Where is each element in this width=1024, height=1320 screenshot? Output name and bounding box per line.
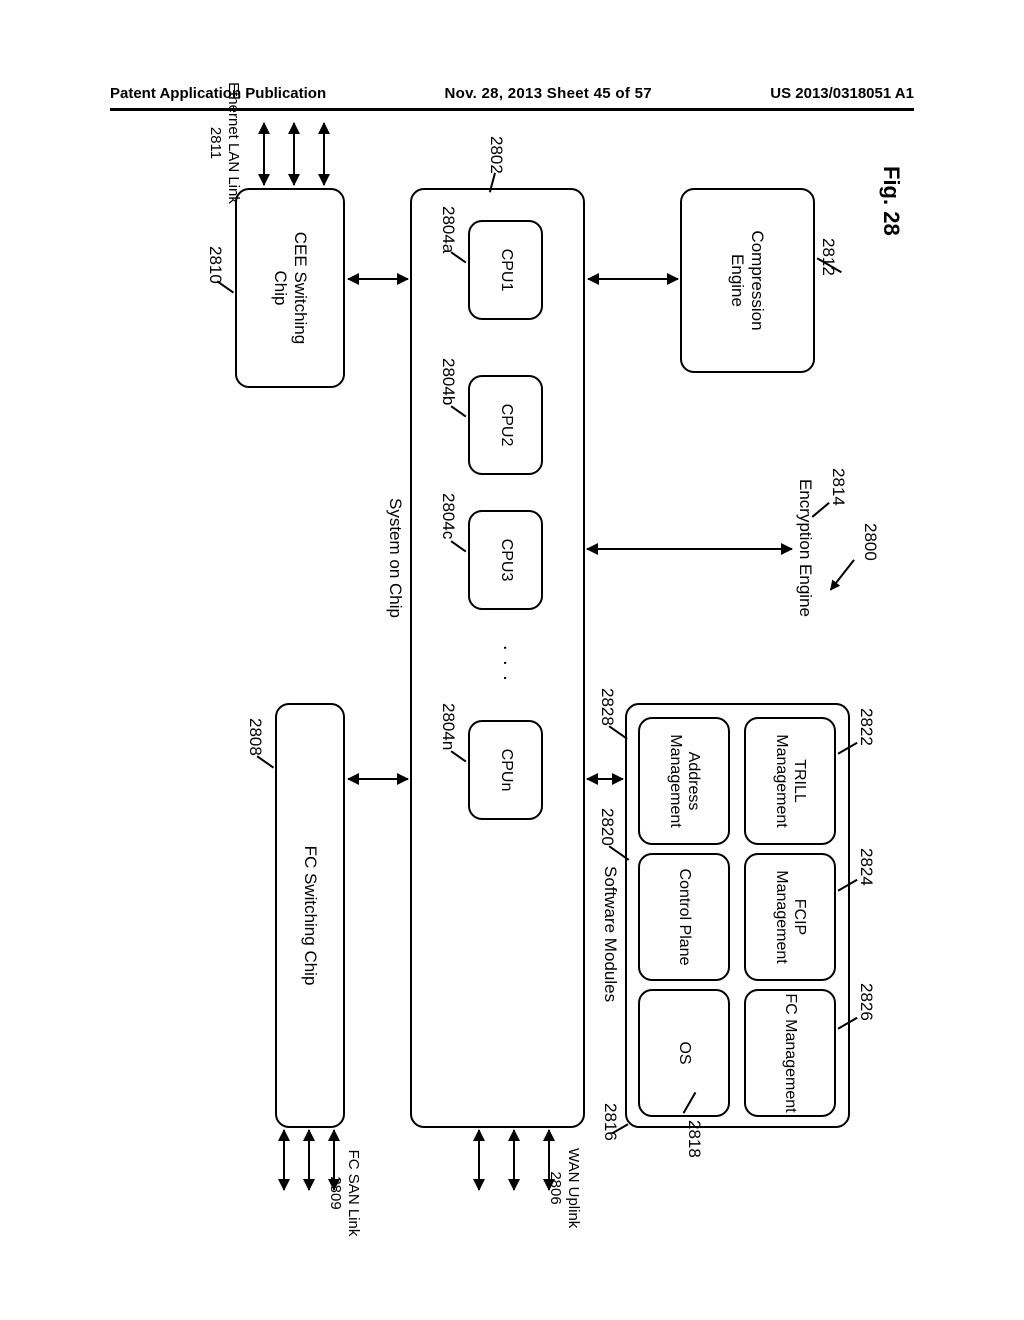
arrow-swm-soc — [587, 778, 623, 780]
fcip-mgmt-box: FCIP Management — [744, 853, 836, 981]
swmods-label: Software Modules — [600, 866, 620, 1002]
cpun-ref: 2804n — [438, 703, 458, 750]
cpu-dots: . . . — [498, 645, 521, 683]
fc-mgmt-label: FC Management — [781, 993, 799, 1112]
fcchip-ref: 2808 — [245, 718, 265, 756]
main-ref: 2800 — [860, 523, 880, 561]
control-plane-box: Control Plane — [638, 853, 730, 981]
compression-ref: 2812 — [818, 238, 838, 276]
page-header: Patent Application Publication Nov. 28, … — [0, 85, 1024, 102]
wan-label-text: WAN Uplink — [565, 1148, 582, 1228]
cpu2-ref: 2804b — [438, 358, 458, 405]
compression-engine-label: Compression Engine — [728, 211, 768, 351]
arrow-eth-2 — [293, 123, 295, 185]
os-ref: 2818 — [684, 1120, 704, 1158]
cee-chip-label: CEE Switching Chip — [270, 213, 310, 363]
cpu3-box: CPU3 — [468, 510, 543, 610]
arrow-fcsan-3 — [283, 1130, 285, 1190]
fc-chip-label: FC Switching Chip — [300, 846, 320, 986]
eth-ref: 2811 — [207, 127, 224, 159]
arrow-comp-soc — [588, 278, 678, 280]
fc-chip-box: FC Switching Chip — [275, 703, 345, 1128]
soc-label: System on Chip — [385, 498, 405, 618]
cee-leader — [217, 280, 234, 293]
date-label: Nov. 28, 2013 Sheet 45 of 57 — [444, 85, 651, 102]
num-label: US 2013/0318051 A1 — [770, 85, 914, 102]
addr-mgmt-box: Address Management — [638, 717, 730, 845]
wan-ref: 2806 — [547, 1171, 564, 1204]
trill-ref: 2822 — [856, 708, 876, 746]
arrow-fcsan-2 — [308, 1130, 310, 1190]
addr-mgmt-label: Address Management — [666, 719, 703, 843]
cpu1-label: CPU1 — [496, 249, 514, 292]
os-box: OS — [638, 989, 730, 1117]
cpu1-ref: 2804a — [438, 206, 458, 253]
encryption-ref: 2814 — [828, 468, 848, 506]
fc-mgmt-box: FC Management — [744, 989, 836, 1117]
cpu3-ref: 2804c — [438, 493, 458, 539]
fcsan-label-text: FC SAN Link — [345, 1150, 362, 1237]
fc-ref: 2826 — [856, 983, 876, 1021]
wan-label: WAN Uplink 2806 — [546, 1148, 582, 1228]
cpun-label: CPUn — [496, 749, 514, 792]
cpu2-box: CPU2 — [468, 375, 543, 475]
trill-mgmt-label: TRILL Management — [772, 719, 809, 843]
soc-box: CPU1 CPU2 CPU3 . . . CPUn — [410, 188, 585, 1128]
fcchip-leader — [257, 755, 274, 768]
os-label: OS — [675, 1041, 693, 1064]
addr-ref: 2828 — [597, 688, 617, 726]
diagram-canvas: Fig. 28 2800 Compression Engine 2812 Enc… — [110, 148, 910, 1178]
arrow-eth-3 — [263, 123, 265, 185]
cpu2-label: CPU2 — [496, 404, 514, 447]
fcsan-label: FC SAN Link 2809 — [326, 1148, 362, 1238]
cpu3-label: CPU3 — [496, 539, 514, 582]
encryption-engine-label: Encryption Engine — [795, 448, 815, 648]
fcip-mgmt-label: FCIP Management — [772, 855, 809, 979]
arrow-enc-soc — [587, 548, 792, 550]
cpu1-box: CPU1 — [468, 220, 543, 320]
eth-label-text: Ethernet LAN Link — [225, 82, 242, 204]
cpun-box: CPUn — [468, 720, 543, 820]
swmods-ref: 2816 — [600, 1103, 620, 1141]
arrow-eth-1 — [323, 123, 325, 185]
arrow-soc-fc — [348, 778, 408, 780]
ctrlplane-ref: 2820 — [597, 808, 617, 846]
figure-title: Fig. 28 — [878, 166, 904, 236]
fcsan-ref: 2809 — [327, 1176, 344, 1209]
control-plane-label: Control Plane — [675, 869, 693, 966]
main-ref-leader — [830, 560, 855, 591]
cee-chip-box: CEE Switching Chip — [235, 188, 345, 388]
compression-engine-box: Compression Engine — [680, 188, 815, 373]
arrow-wan-3 — [478, 1130, 480, 1190]
fcip-ref: 2824 — [856, 848, 876, 886]
software-modules-box: TRILL Management FCIP Management FC Mana… — [625, 703, 850, 1128]
arrow-wan-2 — [513, 1130, 515, 1190]
soc-ref: 2802 — [486, 136, 506, 174]
arrow-soc-cee — [348, 278, 408, 280]
trill-mgmt-box: TRILL Management — [744, 717, 836, 845]
eth-label: Ethernet LAN Link 2811 — [206, 68, 242, 218]
cee-ref: 2810 — [205, 246, 225, 284]
